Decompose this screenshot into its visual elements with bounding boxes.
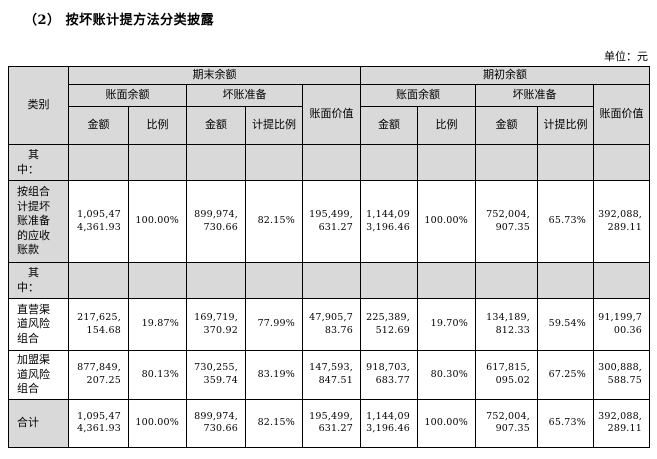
data-cell: 730,255,359.74: [186, 350, 246, 400]
data-cell: 100.00%: [128, 398, 187, 448]
row-label: 其 中：: [8, 262, 69, 299]
data-cell: [537, 144, 595, 181]
header-provision-ratio: 计提比例: [245, 106, 303, 145]
data-cell: 100.00%: [417, 180, 477, 263]
row-label: 加盟渠道风险组合: [8, 350, 69, 400]
data-cell: 80.13%: [128, 350, 187, 400]
data-cell: 59.54%: [537, 298, 595, 351]
data-cell: 82.15%: [245, 180, 303, 263]
data-cell: [360, 144, 419, 181]
data-cell: [128, 262, 187, 299]
header-amount: 金额: [68, 106, 129, 145]
data-cell: [245, 262, 303, 299]
header-bad-debt-provision: 坏账准备: [186, 84, 303, 107]
header-ratio: 比例: [417, 106, 477, 145]
data-cell: [593, 144, 651, 181]
data-cell: 47,905,783.76: [301, 298, 362, 351]
data-cell: [301, 144, 362, 181]
document-title: （2） 按坏账计提方法分类披露: [24, 13, 215, 28]
data-cell: 65.73%: [537, 398, 595, 448]
data-cell: 392,088,289.11: [593, 180, 651, 263]
header-bad-debt-provision: 坏账准备: [475, 84, 595, 107]
data-cell: 752,004,907.35: [475, 180, 539, 263]
data-cell: 752,004,907.35: [475, 398, 539, 448]
data-cell: 899,974,730.66: [186, 180, 246, 263]
data-cell: [68, 262, 129, 299]
data-cell: 147,593,847.51: [301, 350, 362, 400]
data-cell: [186, 144, 246, 181]
data-cell: 217,625,154.68: [68, 298, 129, 351]
data-cell: [417, 144, 477, 181]
data-cell: 392,088,289.11: [593, 398, 651, 448]
data-cell: [68, 144, 129, 181]
data-cell: 19.70%: [417, 298, 477, 351]
table-row: 加盟渠道风险组合 877,849,207.25 80.13% 730,255,3…: [8, 350, 651, 400]
data-cell: 300,888,588.75: [593, 350, 651, 400]
row-label-total: 合计: [8, 398, 69, 448]
data-cell: 19.87%: [128, 298, 187, 351]
header-ratio: 比例: [128, 106, 187, 145]
header-book-value: 账面价值: [593, 84, 651, 145]
table-row: 其 中：: [8, 262, 651, 299]
data-cell: 100.00%: [128, 180, 187, 263]
table-row: 其 中：: [8, 144, 651, 181]
data-cell: 1,144,093,196.46: [360, 398, 419, 448]
header-book-value: 账面价值: [301, 84, 362, 145]
data-cell: [360, 262, 419, 299]
data-cell: 877,849,207.25: [68, 350, 129, 400]
data-cell: 100.00%: [417, 398, 477, 448]
header-amount: 金额: [186, 106, 246, 145]
data-cell: 195,499,631.27: [301, 180, 362, 263]
data-cell: [128, 144, 187, 181]
header-book-balance: 账面余额: [68, 84, 187, 107]
data-cell: [593, 262, 651, 299]
table-row-total: 合计 1,095,474,361.93 100.00% 899,974,730.…: [8, 398, 651, 448]
row-label: 直营渠道风险组合: [8, 298, 69, 351]
data-cell: 67.25%: [537, 350, 595, 400]
table-row: 按组合计提坏账准备的应收账款 1,095,474,361.93 100.00% …: [8, 180, 651, 263]
header-category: 类别: [8, 66, 69, 145]
header-book-balance: 账面余额: [360, 84, 477, 107]
data-cell: 77.99%: [245, 298, 303, 351]
data-cell: [186, 262, 246, 299]
data-cell: 82.15%: [245, 398, 303, 448]
header-amount: 金额: [475, 106, 539, 145]
data-cell: [475, 144, 539, 181]
header-provision-ratio: 计提比例: [537, 106, 595, 145]
data-cell: [301, 262, 362, 299]
unit-label: 单位：元: [604, 50, 648, 63]
data-cell: 195,499,631.27: [301, 398, 362, 448]
bad-debt-disclosure-table: 类别 期末余额 期初余额 账面余额 坏账准备 账面价值 账面余额 坏账准备 账面…: [8, 66, 651, 448]
header-period-end: 期末余额: [67, 66, 362, 85]
data-cell: 899,974,730.66: [186, 398, 246, 448]
row-label: 按组合计提坏账准备的应收账款: [8, 180, 69, 263]
data-cell: 225,389,512.69: [360, 298, 419, 351]
header-amount: 金额: [360, 106, 419, 145]
data-cell: [475, 262, 539, 299]
data-cell: 134,189,812.33: [475, 298, 539, 351]
data-cell: [537, 262, 595, 299]
data-cell: [417, 262, 477, 299]
data-cell: 91,199,700.36: [593, 298, 651, 351]
data-cell: 80.30%: [417, 350, 477, 400]
data-cell: 83.19%: [245, 350, 303, 400]
data-cell: 918,703,683.77: [360, 350, 419, 400]
table-row: 直营渠道风险组合 217,625,154.68 19.87% 169,719,3…: [8, 298, 651, 351]
data-cell: 1,095,474,361.93: [68, 180, 129, 263]
data-cell: 65.73%: [537, 180, 595, 263]
data-cell: 617,815,095.02: [475, 350, 539, 400]
data-cell: 1,144,093,196.46: [360, 180, 419, 263]
data-cell: [245, 144, 303, 181]
data-cell: 1,095,474,361.93: [68, 398, 129, 448]
header-period-begin: 期初余额: [360, 66, 651, 85]
row-label: 其 中：: [8, 144, 69, 181]
data-cell: 169,719,370.92: [186, 298, 246, 351]
